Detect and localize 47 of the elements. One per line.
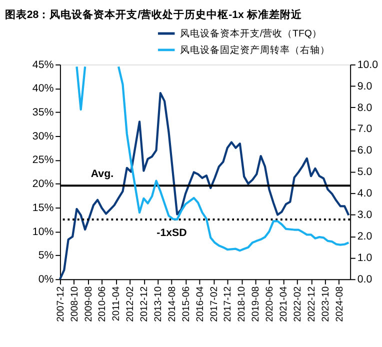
x-tick-label: 2019-08	[250, 286, 262, 322]
x-tick-label: 2017-02	[208, 286, 220, 322]
x-tick-label: 2022-02	[292, 286, 304, 322]
y-tick-label: 35%	[32, 106, 54, 119]
y-tick-label: 40%	[32, 82, 54, 95]
x-tick-label: 2012-02	[125, 286, 136, 322]
y-tick-label: 5%	[38, 250, 54, 262]
y-tick-label: 15%	[32, 202, 54, 214]
y2-tick-label: 8.0	[357, 102, 372, 114]
y2-tick-label: 3.0	[357, 209, 372, 222]
y2-tick-label: 1.0	[357, 252, 372, 264]
y2-tick-label: 0.0	[357, 274, 372, 286]
x-tick-label: 2010-06	[97, 286, 108, 322]
y2-tick-label: 2.0	[357, 230, 372, 243]
y-tick-label: 10%	[32, 226, 54, 238]
x-tick-label: 2022-12	[306, 286, 318, 322]
y-tick-label: 0%	[38, 274, 54, 286]
chart-title: 图表28：风电设备资本开支/营收处于历史中枢-1x 标准差附近	[4, 8, 303, 22]
y2-tick-label: 9.0	[357, 80, 372, 92]
x-tick-label: 2011-04	[111, 286, 122, 322]
x-tick-label: 2018-10	[236, 286, 248, 322]
x-tick-label: 2016-04	[194, 286, 206, 322]
x-tick-label: 2024-08	[334, 286, 346, 322]
y2-tick-label: 10.0	[357, 58, 378, 71]
x-tick-label: 2023-10	[320, 286, 332, 322]
ref-line-label: Avg.	[90, 168, 114, 180]
x-tick-label: 2015-06	[180, 286, 192, 322]
legend-label: 风电设备固定资产周转率（右轴）	[180, 44, 330, 56]
y2-tick-label: 7.0	[357, 123, 372, 136]
legend-label: 风电设备资本开支/营收（TFQ）	[180, 27, 322, 40]
x-tick-label: 2021-04	[278, 286, 290, 322]
y-tick-label: 45%	[32, 58, 54, 71]
x-tick-label: 2008-10	[69, 286, 80, 322]
y-tick-label: 25%	[32, 154, 54, 166]
y-tick-label: 30%	[32, 130, 54, 142]
x-tick-label: 2012-12	[139, 286, 150, 322]
y2-tick-label: 4.0	[357, 188, 372, 200]
x-tick-label: 2013-10	[153, 286, 164, 322]
x-tick-label: 2009-08	[83, 286, 94, 322]
ref-line-label: -1xSD	[156, 226, 188, 239]
x-tick-label: 2017-12	[222, 286, 234, 322]
x-tick-label: 2007-12	[55, 286, 66, 322]
x-tick-label: 2014-08	[166, 286, 178, 322]
y-tick-label: 20%	[32, 178, 54, 190]
x-tick-label: 2020-06	[264, 286, 276, 322]
y2-tick-label: 5.0	[357, 166, 372, 178]
y2-tick-label: 6.0	[357, 144, 372, 157]
